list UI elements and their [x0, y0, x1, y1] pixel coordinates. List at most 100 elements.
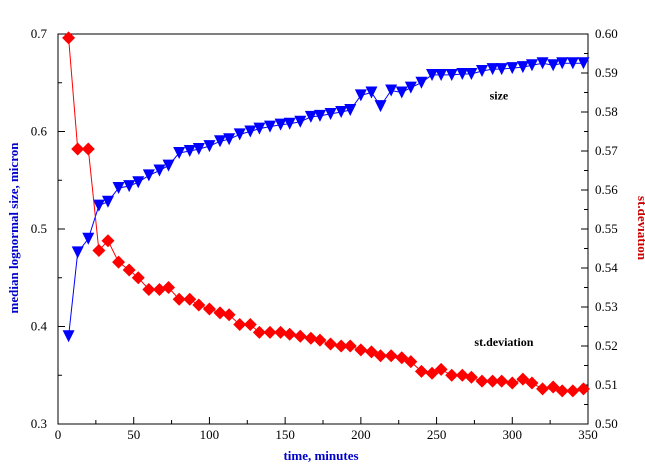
y-left-tick-label: 0.3: [31, 416, 47, 431]
data-point-st-deviation: [525, 376, 539, 390]
y-right-tick-label: 0.60: [595, 26, 618, 41]
y-right-tick-label: 0.56: [595, 182, 618, 197]
data-point-size: [92, 199, 105, 212]
data-point-st-deviation: [486, 374, 500, 388]
y-left-tick-label: 0.7: [31, 26, 48, 41]
data-point-st-deviation: [92, 243, 106, 257]
data-point-st-deviation: [101, 234, 115, 248]
data-point-size: [203, 140, 216, 153]
data-point-size: [435, 68, 448, 81]
data-point-size: [274, 118, 287, 131]
data-point-st-deviation: [434, 362, 448, 376]
data-point-size: [536, 57, 549, 70]
data-point-st-deviation: [252, 325, 266, 339]
y-right-tick-label: 0.59: [595, 65, 618, 80]
data-point-size: [324, 107, 337, 120]
y-left-tick-label: 0.6: [31, 124, 48, 139]
data-point-size: [223, 133, 236, 146]
data-point-st-deviation: [172, 292, 186, 306]
data-point-st-deviation: [304, 331, 318, 345]
data-point-st-deviation: [131, 271, 145, 285]
data-point-st-deviation: [192, 298, 206, 312]
data-point-size: [385, 84, 398, 97]
data-point-size: [547, 59, 560, 72]
data-point-st-deviation: [313, 333, 327, 347]
data-point-st-deviation: [566, 384, 580, 398]
data-point-size: [153, 164, 166, 177]
data-point-st-deviation: [414, 364, 428, 378]
data-point-size: [577, 57, 590, 70]
y-axis-right-title: st.deviation: [635, 196, 645, 261]
x-tick-label: 300: [503, 427, 523, 442]
x-tick-label: 100: [200, 427, 220, 442]
data-point-st-deviation: [293, 329, 307, 343]
data-point-size: [82, 232, 95, 245]
data-point-size: [426, 68, 439, 81]
data-point-size: [71, 246, 84, 259]
y-right-tick-label: 0.55: [595, 221, 618, 236]
data-point-size: [445, 68, 458, 81]
data-point-st-deviation: [354, 343, 368, 357]
data-point-st-deviation: [536, 382, 550, 396]
data-point-size: [142, 169, 155, 182]
y-left-tick-label: 0.4: [31, 319, 48, 334]
x-tick-label: 250: [427, 427, 447, 442]
data-point-size: [313, 109, 326, 122]
data-point-size: [264, 120, 276, 133]
data-point-size: [183, 145, 196, 157]
x-axis-title: time, minutes: [283, 448, 358, 463]
data-point-st-deviation: [183, 292, 197, 306]
data-point-st-deviation: [464, 370, 478, 384]
y-right-tick-label: 0.53: [595, 299, 618, 314]
data-point-st-deviation: [384, 349, 398, 363]
data-point-size: [506, 62, 519, 75]
y-axis-right: 0.50 0.51 0.52 0.53 0.54 0.55 0.56 0.57 0.58 0.59…: [581, 26, 618, 431]
data-point-size: [395, 86, 408, 99]
data-point-size: [374, 100, 387, 113]
series-layer: [62, 31, 590, 398]
data-point-size: [465, 67, 478, 80]
data-point-st-deviation: [233, 318, 247, 332]
y-right-tick-label: 0.54: [595, 260, 618, 275]
data-point-size: [233, 128, 246, 141]
data-point-st-deviation: [122, 263, 136, 277]
x-tick-label: 0: [55, 427, 62, 442]
data-point-size: [283, 117, 296, 130]
data-point-st-deviation: [202, 302, 216, 316]
data-point-st-deviation: [495, 374, 509, 388]
x-tick-label: 350: [578, 427, 598, 442]
data-point-size: [101, 195, 114, 208]
plot-frame: [57, 33, 589, 425]
data-point-st-deviation: [222, 308, 236, 322]
data-point-st-deviation: [475, 374, 489, 388]
x-axis: 0 50 100 150 200 250 300 350: [55, 417, 598, 442]
data-point-size: [214, 135, 227, 148]
data-point-st-deviation: [374, 349, 388, 363]
y-right-tick-label: 0.52: [595, 338, 618, 353]
data-point-size: [253, 122, 266, 135]
x-tick-label: 200: [351, 427, 371, 442]
data-point-st-deviation: [274, 325, 288, 339]
y-right-tick-label: 0.51: [595, 377, 618, 392]
data-point-size: [365, 86, 378, 99]
data-point-size: [476, 65, 488, 78]
data-point-st-deviation: [263, 325, 277, 339]
data-point-st-deviation: [324, 337, 338, 351]
data-point-st-deviation: [445, 368, 459, 382]
data-point-st-deviation: [71, 142, 85, 156]
data-point-size: [294, 115, 307, 128]
data-point-size: [62, 330, 75, 343]
data-point-size: [456, 67, 469, 80]
data-point-size: [516, 61, 529, 74]
series-line-size: [68, 62, 584, 337]
data-point-size: [556, 57, 569, 70]
data-point-size: [415, 76, 428, 89]
data-point-st-deviation: [81, 142, 95, 156]
data-point-st-deviation: [142, 282, 156, 296]
data-point-size: [192, 143, 205, 156]
data-point-st-deviation: [152, 282, 166, 296]
data-point-st-deviation: [112, 255, 126, 269]
data-point-size: [486, 63, 499, 76]
data-point-size: [244, 125, 257, 138]
data-point-size: [173, 146, 186, 159]
